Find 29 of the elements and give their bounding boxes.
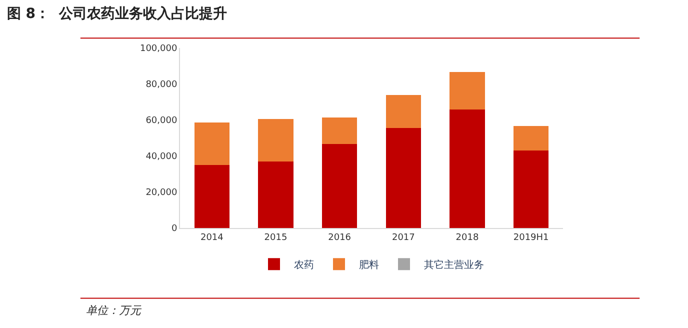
x-tick-label: 2017 bbox=[392, 232, 415, 243]
legend-label: 农药 bbox=[294, 259, 314, 271]
y-tick-label: 80,000 bbox=[146, 80, 178, 90]
x-tick-label: 2015 bbox=[264, 232, 288, 243]
bar bbox=[258, 161, 294, 228]
legend-label: 肥料 bbox=[359, 259, 379, 271]
bar bbox=[322, 117, 358, 144]
bar bbox=[450, 72, 485, 110]
y-tick-label: 100,000 bbox=[140, 44, 178, 54]
text: 单位：万元 bbox=[86, 304, 142, 317]
bar bbox=[194, 122, 230, 165]
bar bbox=[322, 144, 358, 228]
x-tick-label: 2019H1 bbox=[513, 232, 549, 243]
bar bbox=[514, 150, 549, 228]
bar bbox=[386, 128, 421, 228]
y-tick-label: 60,000 bbox=[146, 116, 178, 126]
x-tick-label: 2014 bbox=[200, 232, 224, 243]
bar bbox=[514, 126, 549, 151]
chart-title: 图 8： 公司农药业务收入占比提升 bbox=[6, 5, 228, 22]
legend-label: 其它主营业务 bbox=[424, 259, 484, 271]
x-tick-label: 2018 bbox=[456, 232, 479, 243]
bar bbox=[450, 110, 485, 228]
y-tick-label: 40,000 bbox=[146, 152, 178, 162]
bar bbox=[258, 118, 294, 162]
bar bbox=[194, 165, 230, 228]
bar bbox=[386, 95, 421, 128]
y-tick-label: 20,000 bbox=[146, 188, 178, 198]
x-tick-label: 2016 bbox=[328, 232, 352, 243]
y-tick-label: 0 bbox=[171, 224, 178, 234]
